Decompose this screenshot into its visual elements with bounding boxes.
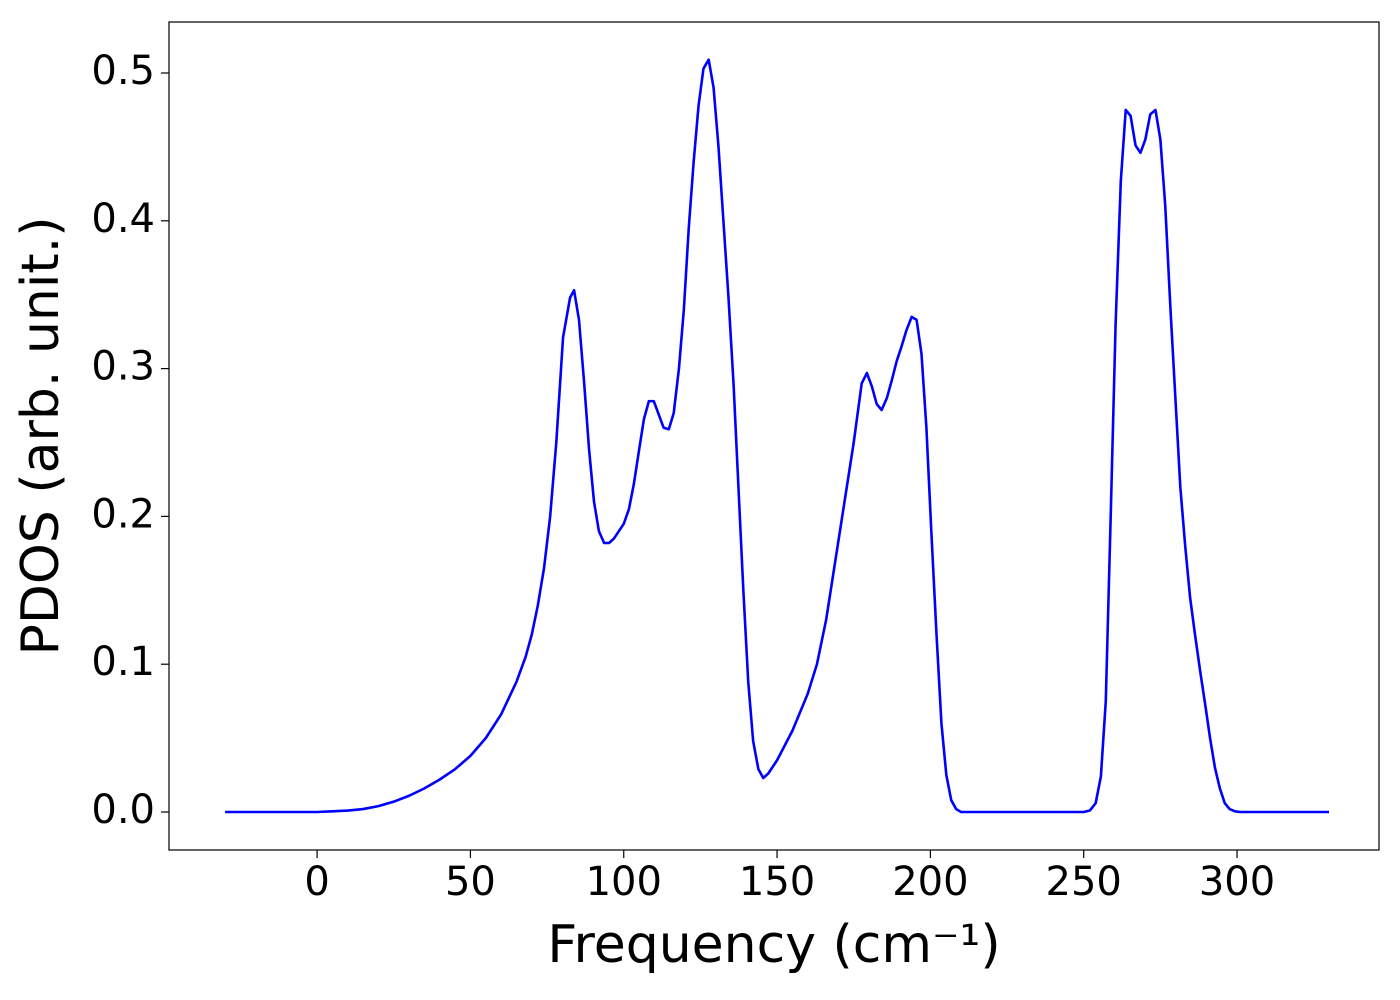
x-tick-label: 0	[304, 859, 329, 905]
x-tick-label: 250	[1046, 859, 1122, 905]
x-tick-label: 150	[739, 859, 815, 905]
x-axis-label: Frequency (cm⁻¹)	[547, 915, 1000, 975]
plot-frame	[168, 21, 1380, 851]
y-tick-label: 0.0	[91, 787, 155, 833]
x-tick-label: 100	[586, 859, 662, 905]
y-tick-label: 0.5	[91, 48, 155, 94]
pdos-line	[225, 58, 1330, 814]
y-tick-label: 0.4	[91, 196, 155, 242]
y-tick-label: 0.2	[91, 491, 155, 537]
x-tick-label: 200	[892, 859, 968, 905]
y-tick-label: 0.3	[91, 344, 155, 390]
y-axis-label: PDOS (arb. unit.)	[11, 216, 71, 655]
y-tick-label: 0.1	[91, 639, 155, 685]
x-tick-label: 50	[445, 859, 496, 905]
x-tick-label: 300	[1199, 859, 1275, 905]
